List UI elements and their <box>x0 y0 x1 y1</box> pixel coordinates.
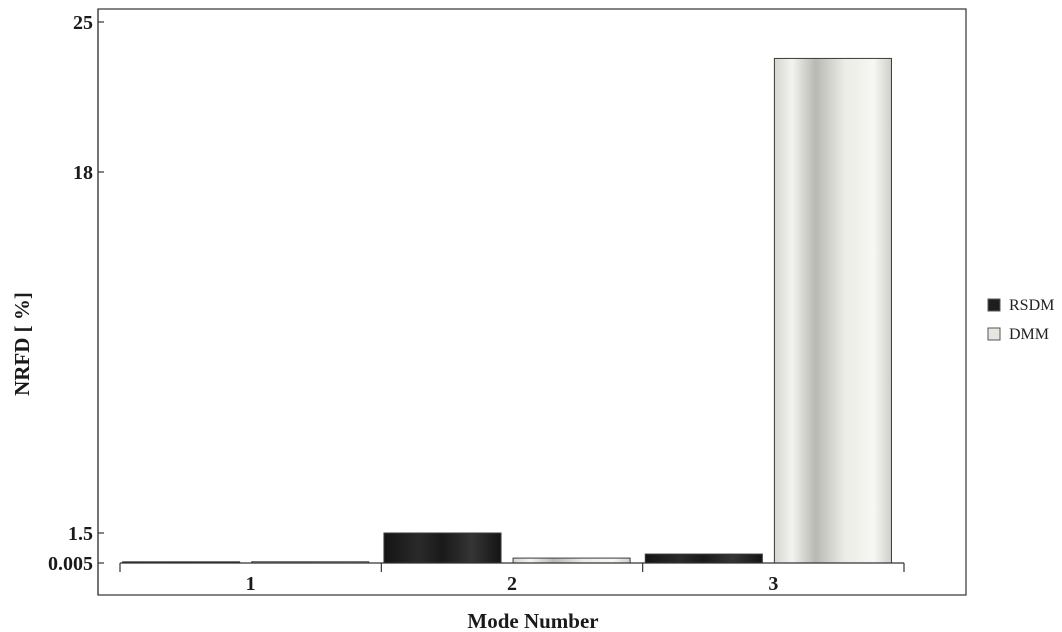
x-axis-title: Mode Number <box>467 609 598 632</box>
y-axis-title: NRFD [ %] <box>10 292 34 396</box>
y-tick-label: 25 <box>73 12 93 34</box>
bar-rsdm-mode-3 <box>644 553 763 564</box>
bars-group <box>122 57 892 564</box>
bar-dmm-mode-3 <box>773 57 892 564</box>
y-axis: 0.005 1.5 18 25 <box>48 9 104 595</box>
legend: RSDM DMM <box>987 297 1054 343</box>
x-axis: 1 2 3 <box>119 562 905 595</box>
bar-rsdm-mode-2 <box>383 532 502 564</box>
y-tick-label: 1.5 <box>68 523 93 545</box>
x-tick-label: 2 <box>507 573 517 595</box>
y-tick-label: 0.005 <box>48 553 93 575</box>
bar-dmm-mode-2 <box>512 557 631 564</box>
x-tick-label: 1 <box>246 573 256 595</box>
legend-label-dmm: DMM <box>1009 326 1049 343</box>
legend-swatch-dmm <box>987 327 1001 341</box>
legend-label-rsdm: RSDM <box>1009 297 1054 314</box>
legend-swatch-rsdm <box>987 298 1001 312</box>
x-tick-label: 3 <box>768 573 778 595</box>
y-tick-label: 18 <box>73 162 93 184</box>
